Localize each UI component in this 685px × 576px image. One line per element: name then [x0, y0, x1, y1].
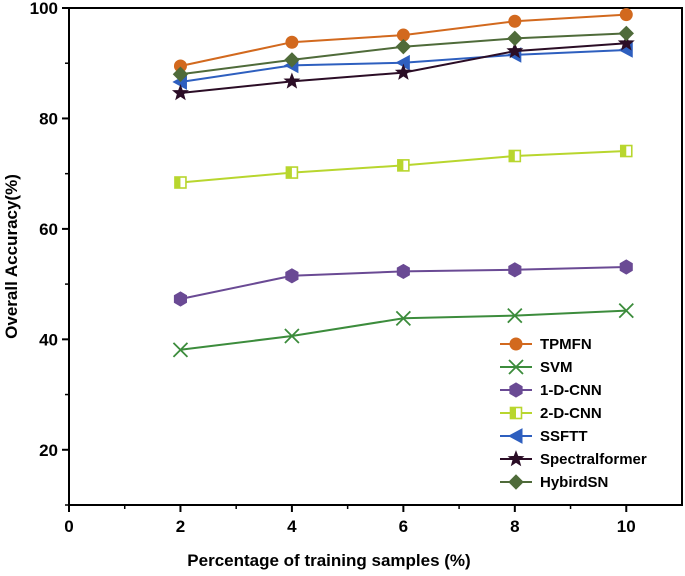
legend-item-hybirdsn: HybirdSN	[500, 474, 608, 491]
legend-marker	[509, 337, 523, 351]
legend: TPMFN SVM 1-D-CNN 2-D-CNN SSFTT Spectralforme…	[500, 336, 647, 491]
x-tick-label: 2	[176, 517, 185, 536]
legend-marker	[507, 450, 525, 467]
data-point-tpmfn	[619, 8, 633, 22]
data-point-svm	[284, 328, 300, 344]
legend-label: SVM	[540, 359, 573, 376]
series-layer	[171, 8, 635, 358]
legend-marker	[507, 428, 523, 444]
legend-marker	[508, 474, 524, 490]
legend-label: HybirdSN	[540, 474, 608, 491]
legend-item-spectralformer: Spectralformer	[500, 450, 647, 468]
plot-frame	[68, 7, 683, 506]
data-point-spectralformer	[283, 72, 301, 89]
legend-item-1-d-cnn: 1-D-CNN	[500, 382, 602, 399]
data-point-spectralformer	[617, 34, 635, 51]
y-tick-label: 40	[39, 330, 58, 349]
x-axis-ticks: 0 2 4 6 8 10	[64, 505, 636, 536]
y-tick-label: 60	[39, 220, 58, 239]
y-tick-label: 80	[39, 109, 58, 128]
legend-marker	[509, 406, 523, 420]
series-spectralformer	[171, 34, 635, 101]
y-axis-ticks: 20 40 60 80 100	[30, 0, 69, 506]
legend-item-2-d-cnn: 2-D-CNN	[500, 405, 602, 422]
data-point-2-d-cnn	[508, 149, 522, 163]
y-axis-title: Overall Accuracy(%)	[2, 174, 21, 339]
series-tpmfn	[173, 8, 633, 73]
x-tick-label: 4	[287, 517, 297, 536]
legend-item-tpmfn: TPMFN	[500, 336, 592, 353]
x-tick-label: 6	[399, 517, 408, 536]
data-point-tpmfn	[285, 35, 299, 49]
y-tick-label: 100	[30, 0, 58, 18]
series-svm	[172, 302, 634, 358]
data-point-hybirdsn	[618, 25, 634, 42]
legend-label: SSFTT	[540, 428, 588, 445]
x-tick-label: 10	[617, 517, 636, 536]
data-point-2-d-cnn	[619, 144, 633, 158]
data-point-svm	[618, 302, 634, 319]
x-tick-label: 0	[64, 517, 73, 536]
y-tick-label: 20	[39, 441, 58, 460]
data-point-hybirdsn	[284, 52, 300, 68]
data-point-1-d-cnn	[508, 262, 522, 278]
series-hybirdsn	[172, 25, 634, 82]
legend-label: Spectralformer	[540, 451, 647, 468]
data-point-2-d-cnn	[397, 159, 410, 172]
legend-item-ssftt: SSFTT	[500, 428, 588, 445]
data-point-tpmfn	[508, 14, 522, 28]
legend-item-svm: SVM	[500, 359, 573, 376]
data-point-1-d-cnn	[285, 268, 299, 284]
data-point-svm	[172, 342, 189, 358]
data-point-hybirdsn	[395, 38, 412, 55]
data-point-hybirdsn	[172, 66, 189, 82]
legend-label: 2-D-CNN	[540, 405, 602, 422]
data-point-spectralformer	[394, 63, 412, 80]
series-1-d-cnn	[173, 259, 633, 307]
data-point-1-d-cnn	[619, 259, 633, 275]
data-point-spectralformer	[171, 84, 189, 101]
legend-marker	[508, 359, 524, 375]
data-point-1-d-cnn	[173, 291, 187, 307]
series-2-d-cnn	[174, 144, 633, 189]
legend-label: 1-D-CNN	[540, 382, 602, 399]
data-point-spectralformer	[506, 42, 524, 59]
legend-marker	[509, 382, 523, 398]
data-point-svm	[395, 310, 412, 326]
data-point-2-d-cnn	[174, 176, 187, 189]
x-tick-label: 8	[510, 517, 519, 536]
data-point-1-d-cnn	[396, 263, 410, 279]
x-axis-title: Percentage of training samples (%)	[187, 551, 470, 570]
data-point-svm	[507, 307, 523, 324]
data-point-hybirdsn	[507, 30, 523, 47]
plot-area	[68, 7, 683, 506]
data-point-2-d-cnn	[285, 166, 299, 179]
legend-label: TPMFN	[540, 336, 592, 353]
